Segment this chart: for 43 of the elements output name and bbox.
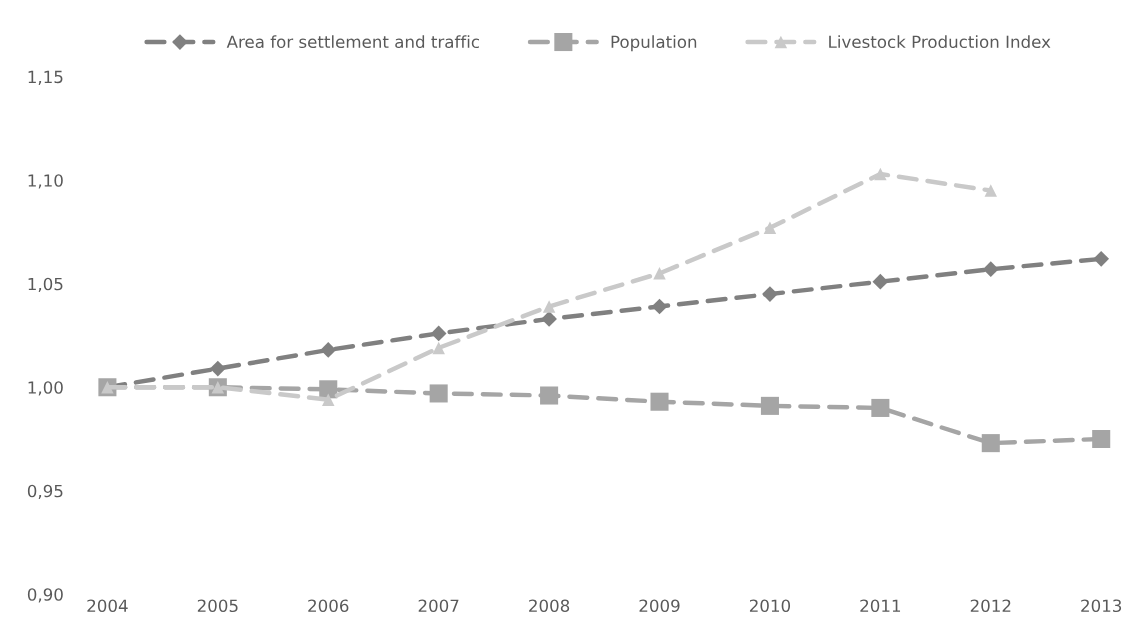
point xyxy=(872,273,889,290)
legend-label: Area for settlement and traffic xyxy=(226,35,479,49)
point xyxy=(540,386,559,405)
point xyxy=(650,392,669,411)
x-tick-label: 2010 xyxy=(749,599,791,613)
x-tick-label: 2006 xyxy=(308,599,349,613)
y-tick-label: 1,10 xyxy=(28,174,63,189)
point xyxy=(209,360,226,377)
point xyxy=(762,286,778,302)
x-tick-label: 2008 xyxy=(529,599,570,613)
point xyxy=(763,221,777,235)
legend-label: Population xyxy=(611,35,697,52)
point xyxy=(871,398,890,417)
point xyxy=(541,311,557,327)
x-tick-label: 2009 xyxy=(639,599,680,613)
point xyxy=(432,341,445,355)
point xyxy=(984,184,998,197)
point xyxy=(653,267,666,280)
y-tick-label: 0,95 xyxy=(27,484,63,500)
y-tick-label: 1,05 xyxy=(28,277,63,292)
x-tick-label: 2011 xyxy=(860,599,901,613)
x-tick-label: 2007 xyxy=(418,599,459,613)
x-tick-label: 2012 xyxy=(970,599,1011,613)
x-tick-label: 2013 xyxy=(1081,599,1122,613)
y-tick-label: 1,00 xyxy=(28,381,63,396)
y-tick-label: 1,15 xyxy=(28,70,63,85)
point xyxy=(651,298,668,315)
point xyxy=(982,261,999,278)
legend-label: Livestock Production Index xyxy=(829,35,1051,49)
point xyxy=(429,384,448,403)
y-tick-label: 0,90 xyxy=(27,588,63,603)
point xyxy=(542,300,556,313)
point xyxy=(430,325,447,342)
x-tick-label: 2004 xyxy=(87,599,128,613)
point xyxy=(1093,251,1110,267)
point xyxy=(981,434,1000,453)
x-tick-label: 2005 xyxy=(197,599,238,613)
point xyxy=(320,342,337,358)
point xyxy=(319,380,338,399)
point xyxy=(322,393,335,406)
point xyxy=(1092,429,1111,449)
point xyxy=(760,396,779,415)
point xyxy=(874,167,887,181)
